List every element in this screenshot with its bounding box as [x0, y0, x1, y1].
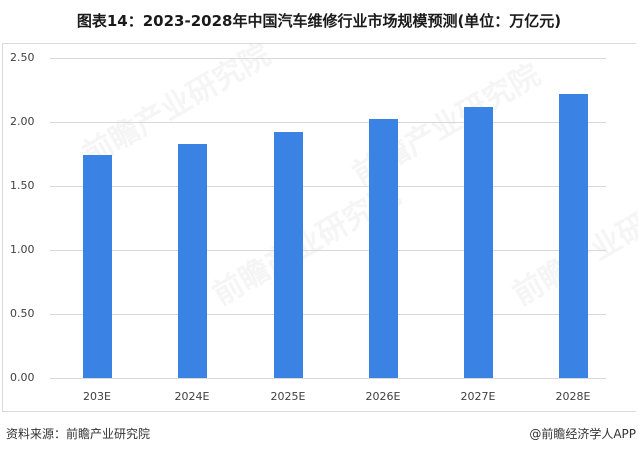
gridline: [50, 58, 606, 59]
gridline: [50, 122, 606, 123]
bar-2026E: [369, 119, 398, 378]
y-tick-label: 0.50: [10, 307, 35, 320]
source-note: 资料来源：前瞻产业研究院: [6, 427, 151, 441]
gridline: [50, 314, 606, 315]
x-tick-label: 2025E: [270, 390, 306, 403]
x-tick-label: 2028E: [555, 390, 591, 403]
watermark: 前瞻产业研究院: [77, 37, 277, 173]
y-tick-label: 0.00: [10, 371, 35, 384]
gridline: [50, 378, 606, 379]
bar-2025E: [274, 132, 303, 378]
bar-2028E: [559, 94, 588, 378]
bar-203E: [83, 155, 112, 378]
x-tick-label: 2027E: [460, 390, 496, 403]
y-tick-label: 2.50: [10, 51, 35, 64]
gridline: [50, 186, 606, 187]
x-tick-label: 2026E: [365, 390, 401, 403]
x-tick-label: 2024E: [174, 390, 210, 403]
chart-frame: [2, 43, 636, 412]
credit-note: @前瞻经济学人APP: [529, 427, 636, 441]
bar-2027E: [464, 107, 493, 378]
bar-2024E: [178, 144, 207, 378]
y-tick-label: 1.50: [10, 179, 35, 192]
gridline: [50, 250, 606, 251]
x-tick-label: 203E: [83, 390, 111, 403]
y-tick-label: 1.00: [10, 243, 35, 256]
chart-title: 图表14：2023-2028年中国汽车维修行业市场规模预测(单位：万亿元): [76, 12, 562, 30]
y-tick-label: 2.00: [10, 115, 35, 128]
